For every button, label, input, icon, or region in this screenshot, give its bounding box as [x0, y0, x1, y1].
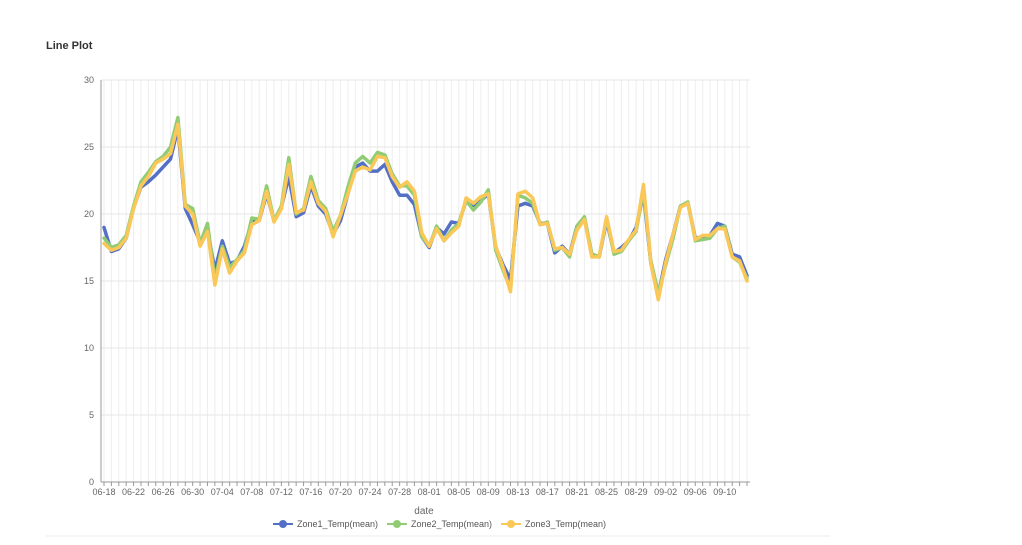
x-axis-label: date [414, 506, 434, 517]
y-tick-label: 30 [84, 75, 94, 85]
chart-title: Line Plot [46, 40, 93, 52]
y-tick-label: 15 [84, 276, 94, 286]
legend-marker [393, 520, 401, 528]
x-tick-label: 08-09 [477, 487, 500, 497]
axes [46, 80, 830, 537]
legend-marker [279, 520, 287, 528]
x-tick-label: 07-24 [359, 487, 382, 497]
y-tick-label: 20 [84, 209, 94, 219]
x-tick-label: 07-28 [388, 487, 411, 497]
y-tick-label: 0 [89, 477, 94, 487]
x-tick-label: 07-20 [329, 487, 352, 497]
y-tick-label: 25 [84, 142, 94, 152]
legend-label[interactable]: Zone2_Temp(mean) [411, 519, 492, 529]
x-tick-label: 07-16 [299, 487, 322, 497]
x-tick-label: 08-01 [418, 487, 441, 497]
legend: Zone1_Temp(mean) Zone2_Temp(mean) Zone3_Te… [273, 519, 606, 529]
y-tick-label: 10 [84, 343, 94, 353]
legend-label[interactable]: Zone3_Temp(mean) [525, 519, 606, 529]
series-line-zone3 [102, 122, 749, 302]
x-tick-label: 08-05 [447, 487, 470, 497]
grid-lines [101, 79, 750, 483]
x-tick-label: 09-06 [684, 487, 707, 497]
tick-labels: 0 5 10 15 20 25 30 06-18 06-22 06-26 06-30 07-04 07-… [84, 75, 736, 497]
x-tick-label: 07-12 [270, 487, 293, 497]
x-tick-label: 08-17 [536, 487, 559, 497]
y-tick-label: 5 [89, 410, 94, 420]
x-tick-label: 08-25 [595, 487, 618, 497]
x-tick-label: 07-08 [240, 487, 263, 497]
legend-label[interactable]: Zone1_Temp(mean) [297, 519, 378, 529]
x-tick-label: 08-13 [506, 487, 529, 497]
x-tick-label: 08-29 [625, 487, 648, 497]
x-tick-label: 06-18 [92, 487, 115, 497]
x-tick-label: 06-22 [122, 487, 145, 497]
x-tick-label: 09-02 [654, 487, 677, 497]
x-tick-label: 07-04 [211, 487, 234, 497]
x-tick-label: 06-30 [181, 487, 204, 497]
x-tick-label: 06-26 [152, 487, 175, 497]
x-tick-label: 09-10 [713, 487, 736, 497]
legend-marker [507, 520, 515, 528]
series-lines [102, 115, 749, 302]
x-tick-label: 08-21 [565, 487, 588, 497]
